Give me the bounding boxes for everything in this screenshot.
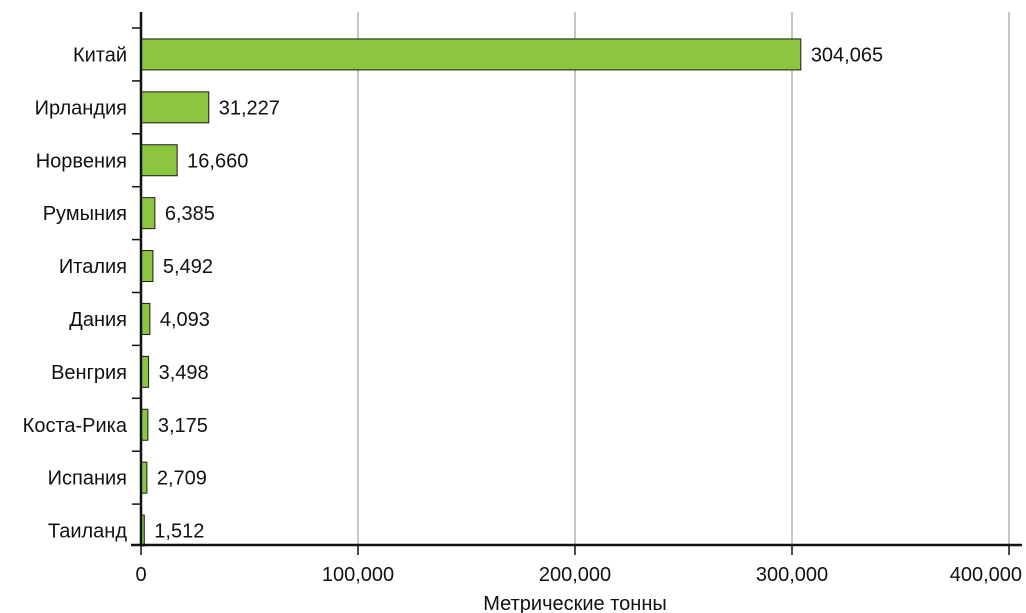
category-labels: Китай Ирландия Норвения Румыния Италия Дания В… xyxy=(23,44,128,542)
value-label-2: 16,660 xyxy=(187,150,248,172)
grid-lines xyxy=(358,12,1009,545)
bar-5 xyxy=(141,303,150,334)
axes xyxy=(131,12,1022,555)
x-tick-label-1: 100,000 xyxy=(322,564,394,586)
category-label-7: Коста-Рика xyxy=(23,415,128,437)
value-label-9: 1,512 xyxy=(154,521,204,543)
category-label-5: Дания xyxy=(69,309,127,331)
x-axis-title: Метрические тонны xyxy=(483,593,666,613)
value-labels: 304,065 31,227 16,660 6,385 5,492 4,093 3,498 3… xyxy=(154,44,883,542)
x-tick-label-0: 0 xyxy=(135,564,146,586)
value-label-1: 31,227 xyxy=(219,97,280,119)
x-tick-labels: 0 100,000 200,000 300,000 400,000 xyxy=(135,564,1022,586)
category-label-9: Таиланд xyxy=(48,521,127,543)
category-label-6: Венгрия xyxy=(51,362,127,384)
bar-2 xyxy=(141,145,177,176)
value-label-6: 3,498 xyxy=(159,362,209,384)
value-label-3: 6,385 xyxy=(165,203,215,225)
category-label-1: Ирландия xyxy=(35,97,127,119)
category-label-2: Норвения xyxy=(36,150,127,172)
x-tick-label-4: 400,000 xyxy=(950,564,1022,586)
category-label-4: Италия xyxy=(59,256,127,278)
x-tick-label-2: 200,000 xyxy=(539,564,611,586)
category-label-3: Румыния xyxy=(43,203,127,225)
x-tick-label-3: 300,000 xyxy=(756,564,828,586)
bar-0 xyxy=(141,39,801,70)
bar-4 xyxy=(141,251,153,282)
value-label-7: 3,175 xyxy=(158,415,208,437)
category-label-0: Китай xyxy=(73,44,127,66)
value-label-4: 5,492 xyxy=(163,256,213,278)
category-label-8: Испания xyxy=(48,468,127,490)
value-label-5: 4,093 xyxy=(160,309,210,331)
bar-3 xyxy=(141,198,155,229)
value-label-8: 2,709 xyxy=(157,468,207,490)
bar-1 xyxy=(141,92,209,123)
value-label-0: 304,065 xyxy=(811,44,883,66)
